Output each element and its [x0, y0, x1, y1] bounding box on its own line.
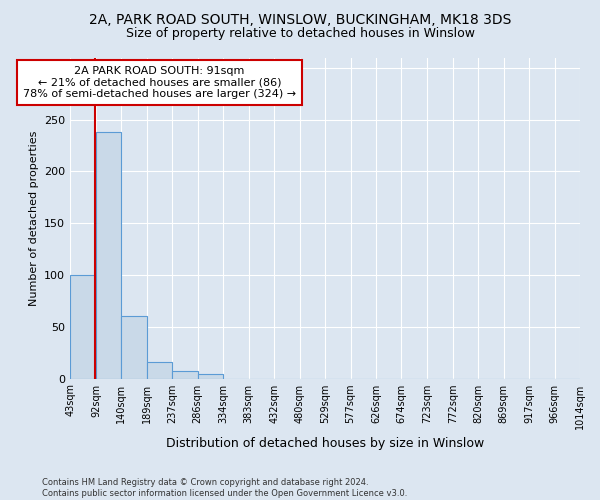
Bar [70, 275, 96, 378]
Text: Contains HM Land Registry data © Crown copyright and database right 2024.
Contai: Contains HM Land Registry data © Crown c… [42, 478, 407, 498]
Y-axis label: Number of detached properties: Number of detached properties [29, 130, 38, 306]
Text: 2A, PARK ROAD SOUTH, WINSLOW, BUCKINGHAM, MK18 3DS: 2A, PARK ROAD SOUTH, WINSLOW, BUCKINGHAM… [89, 12, 511, 26]
Bar [198, 374, 223, 378]
Bar [121, 316, 147, 378]
Bar [96, 132, 121, 378]
Bar [172, 372, 198, 378]
X-axis label: Distribution of detached houses by size in Winslow: Distribution of detached houses by size … [166, 437, 484, 450]
Text: Size of property relative to detached houses in Winslow: Size of property relative to detached ho… [125, 28, 475, 40]
Bar [147, 362, 172, 378]
Text: 2A PARK ROAD SOUTH: 91sqm
← 21% of detached houses are smaller (86)
78% of semi-: 2A PARK ROAD SOUTH: 91sqm ← 21% of detac… [23, 66, 296, 99]
